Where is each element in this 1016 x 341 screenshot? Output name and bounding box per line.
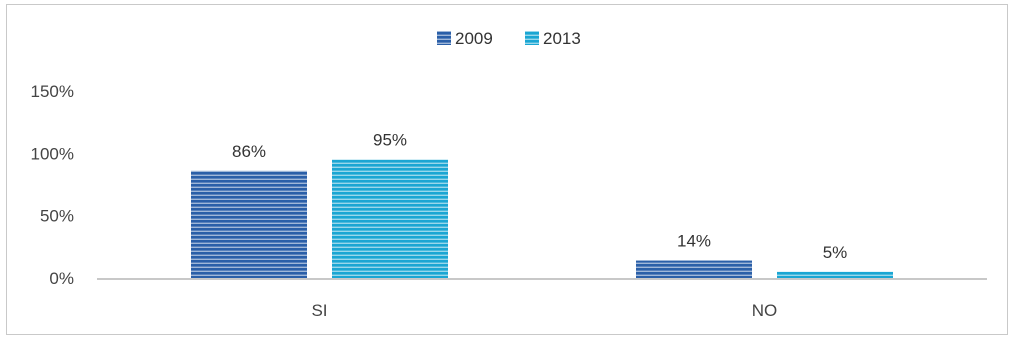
bar-2013-no: [777, 271, 893, 278]
x-category-label: SI: [311, 301, 327, 320]
x-axis: SI NO: [311, 301, 777, 320]
legend-label: 2013: [543, 29, 581, 48]
chart-legend: 2009 2013: [437, 29, 581, 48]
legend-label: 2009: [455, 29, 493, 48]
y-tick-label: 50%: [40, 207, 74, 226]
x-category-label: NO: [752, 301, 778, 320]
legend-swatch: [437, 31, 451, 45]
legend-swatch: [525, 31, 539, 45]
legend-item-2013: 2013: [525, 29, 581, 48]
y-axis: 0% 50% 100% 150%: [31, 82, 74, 288]
data-label: 5%: [823, 243, 848, 262]
bar-2009-no: [636, 260, 752, 278]
data-label: 95%: [373, 131, 407, 150]
y-tick-label: 150%: [31, 82, 74, 101]
legend-item-2009: 2009: [437, 29, 493, 48]
bar-2009-si: [191, 170, 307, 278]
data-label: 86%: [232, 142, 266, 161]
y-tick-label: 0%: [49, 269, 74, 288]
y-tick-label: 100%: [31, 144, 74, 163]
bar-2013-si: [332, 159, 448, 278]
data-label: 14%: [677, 232, 711, 251]
bars-group: 86% 95% 14% 5%: [191, 131, 893, 278]
